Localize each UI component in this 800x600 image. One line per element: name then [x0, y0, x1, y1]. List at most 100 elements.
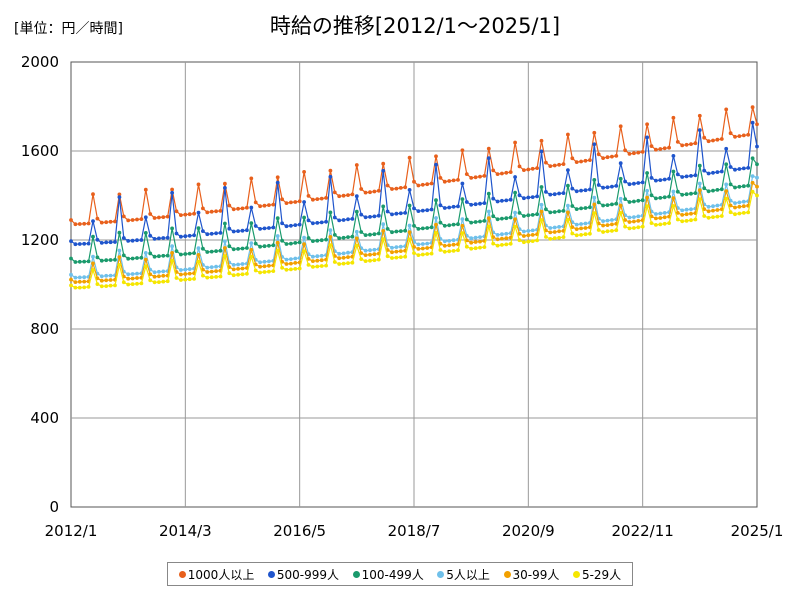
data-point [183, 272, 188, 276]
data-point [179, 252, 183, 257]
data-point [535, 212, 539, 217]
data-point [368, 252, 372, 257]
data-point [649, 144, 654, 149]
data-point [183, 234, 188, 239]
data-point [267, 226, 271, 230]
data-point [579, 188, 583, 193]
data-point [135, 256, 139, 260]
data-point [464, 244, 469, 249]
data-point [174, 231, 179, 236]
data-point [737, 204, 742, 209]
data-point [675, 211, 680, 215]
data-point [183, 267, 188, 272]
data-point [689, 191, 693, 196]
data-point [566, 168, 570, 173]
data-point [108, 219, 113, 224]
data-point [130, 218, 135, 222]
data-point [390, 212, 394, 217]
data-point [363, 248, 368, 253]
data-point [240, 262, 245, 266]
data-point [733, 134, 737, 139]
data-point [253, 200, 258, 205]
chart-title: 時給の推移[2012/1～2025/1] [269, 14, 561, 38]
data-point [214, 269, 219, 273]
data-point [148, 272, 153, 277]
data-point [610, 218, 614, 222]
data-point [315, 264, 320, 269]
data-point [104, 278, 109, 283]
data-point [170, 258, 175, 263]
data-point [209, 209, 214, 214]
data-point [746, 166, 751, 170]
data-point [486, 224, 491, 229]
data-point [363, 190, 368, 195]
data-point [381, 161, 386, 166]
data-point [143, 187, 148, 192]
data-point [662, 195, 667, 200]
data-point [187, 267, 192, 271]
data-point [486, 146, 491, 151]
data-point [570, 231, 575, 236]
data-point [267, 243, 271, 248]
data-point [381, 204, 386, 209]
data-point [108, 278, 113, 282]
data-point [350, 234, 355, 239]
data-point [130, 238, 135, 243]
data-point [680, 213, 685, 217]
data-point [412, 206, 416, 211]
data-point [535, 166, 539, 171]
data-point [245, 205, 249, 210]
data-point [618, 176, 623, 181]
data-point [359, 212, 364, 217]
data-point [258, 270, 262, 275]
data-point [420, 208, 425, 213]
data-point [267, 203, 271, 208]
data-point [201, 246, 205, 251]
data-point [711, 215, 715, 220]
data-point [223, 181, 227, 186]
data-point [328, 243, 333, 248]
data-point [302, 242, 306, 247]
data-point [724, 146, 729, 151]
data-point [733, 201, 737, 206]
data-point [697, 181, 702, 186]
data-point [733, 185, 737, 190]
data-point [526, 213, 531, 218]
legend-item: 30-99人 [503, 566, 559, 583]
data-point [500, 243, 504, 247]
data-point [719, 137, 724, 141]
data-point [368, 215, 372, 219]
data-point [715, 208, 720, 212]
data-point [566, 203, 570, 208]
data-point [469, 240, 474, 245]
data-point [636, 225, 641, 230]
data-point [223, 239, 227, 244]
data-point [482, 201, 487, 206]
data-point [165, 235, 170, 240]
data-point [486, 216, 491, 221]
data-point [649, 176, 654, 180]
data-point [359, 251, 364, 256]
data-point [680, 175, 685, 179]
data-point [284, 201, 289, 206]
data-point [152, 270, 157, 275]
data-point [500, 232, 504, 237]
data-point [469, 246, 474, 251]
data-point [354, 236, 359, 241]
data-point [416, 247, 421, 251]
data-point [741, 184, 746, 189]
data-point [319, 253, 324, 258]
data-point [407, 203, 412, 208]
legend-item: 500-999人 [267, 566, 339, 583]
data-point [258, 227, 262, 231]
data-point [482, 219, 487, 223]
data-point [535, 238, 539, 243]
data-point [267, 269, 271, 274]
data-point [526, 167, 531, 172]
data-point [434, 162, 438, 167]
x-tick-label: 2016/5 [273, 522, 326, 540]
data-point [746, 183, 751, 188]
data-point [236, 247, 241, 251]
data-point [148, 278, 153, 283]
data-point [412, 179, 416, 184]
